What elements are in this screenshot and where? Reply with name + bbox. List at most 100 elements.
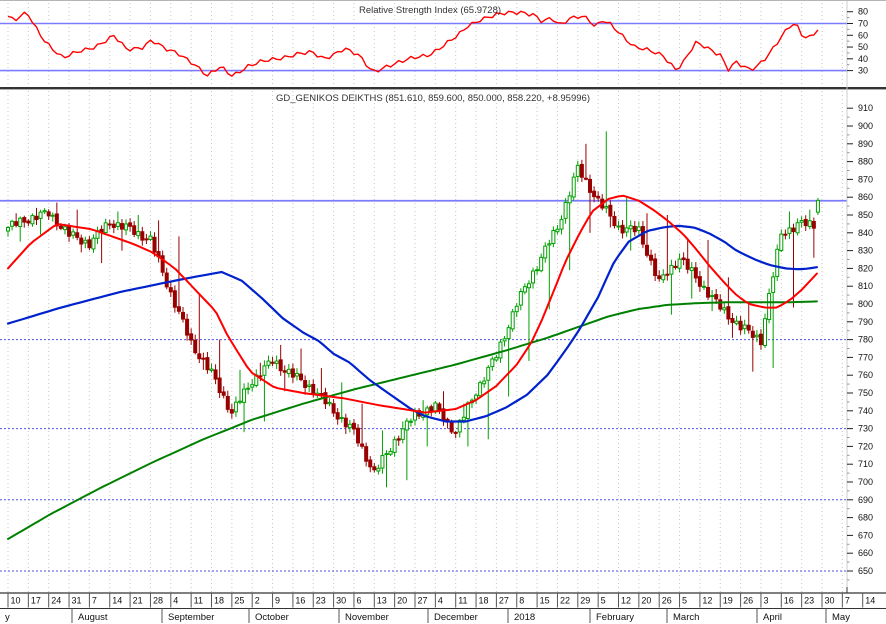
rsi-pane-title: Relative Strength Index (65.9728) bbox=[358, 5, 502, 16]
x-axis-week-label: 26 bbox=[662, 596, 672, 606]
x-axis-month-label: December bbox=[434, 612, 478, 623]
x-axis-month-label: August bbox=[78, 612, 108, 623]
x-axis-week-label: 7 bbox=[92, 596, 97, 606]
x-axis-week-label: 30 bbox=[825, 596, 835, 606]
x-axis-week-label: 6 bbox=[356, 596, 361, 606]
y-axis-label: 820 bbox=[858, 263, 873, 273]
price-plot-area[interactable] bbox=[0, 91, 847, 593]
y-axis-label: 30 bbox=[858, 66, 868, 76]
candles bbox=[6, 131, 820, 488]
x-axis-week-label: 13 bbox=[377, 596, 387, 606]
y-axis-label: 710 bbox=[858, 459, 873, 469]
ma-slow-green bbox=[7, 300, 818, 540]
x-axis-month-label: November bbox=[345, 612, 389, 623]
y-axis-label: 730 bbox=[858, 424, 873, 434]
date-axis: 10 17 24 31 7 14 21 28 4 11 18 25 2 9 16 23 30 6 13 20 27 4 11… bbox=[0, 592, 886, 623]
x-axis-week-label: 5 bbox=[682, 596, 687, 606]
x-axis-week-label: 31 bbox=[72, 596, 82, 606]
x-axis-week-label: 3 bbox=[763, 596, 768, 606]
right-axis: 650 660 670 680 690 700 710 720 730 740 750 760 770 7… bbox=[846, 1, 873, 593]
x-axis-week-label: 20 bbox=[397, 596, 407, 606]
y-axis-label: 660 bbox=[858, 548, 873, 558]
y-axis-label: 770 bbox=[858, 352, 873, 362]
y-axis-label: 750 bbox=[858, 388, 873, 398]
x-axis-week-label: 22 bbox=[560, 596, 570, 606]
y-axis-label: 880 bbox=[858, 157, 873, 167]
x-axis-week-label: 30 bbox=[336, 596, 346, 606]
y-axis-label: 700 bbox=[858, 477, 873, 487]
x-axis-week-label: 20 bbox=[641, 596, 651, 606]
pane-separator bbox=[0, 87, 886, 90]
y-axis-label: 70 bbox=[858, 19, 868, 29]
x-axis-week-label: 17 bbox=[31, 596, 41, 606]
x-axis-week-label: 11 bbox=[458, 596, 467, 606]
x-axis-week-label: 19 bbox=[723, 596, 733, 606]
y-axis-label: 790 bbox=[858, 317, 873, 327]
x-axis-month-label: March bbox=[673, 612, 699, 623]
rsi-pane bbox=[0, 10, 847, 77]
x-axis-month-label: April bbox=[763, 612, 782, 623]
x-axis-week-label: 18 bbox=[214, 596, 224, 606]
y-axis-label: 830 bbox=[858, 246, 873, 256]
y-axis-label: 800 bbox=[858, 299, 873, 309]
x-axis-month-label: October bbox=[255, 612, 289, 623]
x-axis-month-label: y bbox=[5, 612, 10, 623]
x-axis-week-label: 8 bbox=[519, 596, 524, 606]
y-axis-label: 910 bbox=[858, 103, 873, 113]
y-axis-label: 650 bbox=[858, 566, 873, 576]
y-axis-label: 900 bbox=[858, 121, 873, 131]
x-axis-week-label: 2 bbox=[255, 596, 260, 606]
y-axis-label: 860 bbox=[858, 192, 873, 202]
ma-fast-red bbox=[7, 194, 818, 414]
axis-corner bbox=[846, 587, 854, 594]
x-axis-week-label: 27 bbox=[418, 596, 428, 606]
x-axis-week-label: 16 bbox=[295, 596, 305, 606]
y-axis-label: 690 bbox=[858, 495, 873, 505]
x-axis-week-label: 9 bbox=[275, 596, 280, 606]
x-axis-week-label: 15 bbox=[540, 596, 550, 606]
y-axis-label: 850 bbox=[858, 210, 873, 220]
rsi-plot-area[interactable] bbox=[0, 3, 847, 86]
x-axis-month-label: 2018 bbox=[514, 612, 535, 623]
x-axis-month-label: February bbox=[596, 612, 634, 623]
x-axis-week-label: 14 bbox=[865, 596, 875, 606]
x-axis-month-label: September bbox=[168, 612, 214, 623]
x-axis-week-label: 18 bbox=[479, 596, 489, 606]
x-axis-week-label: 10 bbox=[11, 596, 21, 606]
y-axis-label: 760 bbox=[858, 370, 873, 380]
x-axis-week-label: 16 bbox=[784, 596, 794, 606]
x-axis-week-label: 5 bbox=[601, 596, 606, 606]
y-axis-label: 40 bbox=[858, 54, 868, 64]
y-axis-label: 870 bbox=[858, 174, 873, 184]
price-pane-title: GD_GENIKOS DEIKTHS (851.610, 859.600, 85… bbox=[276, 93, 590, 104]
x-axis-week-label: 24 bbox=[51, 596, 61, 606]
y-axis-label: 670 bbox=[858, 530, 873, 540]
x-axis-week-label: 29 bbox=[580, 596, 590, 606]
y-axis-label: 60 bbox=[858, 30, 868, 40]
x-axis-week-label: 4 bbox=[438, 596, 443, 606]
x-axis-week-label: 23 bbox=[804, 596, 814, 606]
y-axis-label: 810 bbox=[858, 281, 873, 291]
y-axis-label: 720 bbox=[858, 441, 873, 451]
y-axis-label: 80 bbox=[858, 7, 868, 17]
x-axis-week-label: 4 bbox=[173, 596, 178, 606]
price-levels bbox=[0, 199, 847, 572]
x-axis-week-label: 7 bbox=[845, 596, 850, 606]
y-axis-label: 780 bbox=[858, 335, 873, 345]
y-axis-label: 890 bbox=[858, 139, 873, 149]
x-axis-week-label: 25 bbox=[234, 596, 244, 606]
y-axis-label: 740 bbox=[858, 406, 873, 416]
y-axis-label: 680 bbox=[858, 513, 873, 523]
x-axis-week-label: 12 bbox=[702, 596, 712, 606]
x-axis-week-label: 21 bbox=[133, 596, 143, 606]
x-axis-week-label: 27 bbox=[499, 596, 509, 606]
rsi-line bbox=[7, 10, 819, 77]
x-axis-week-label: 14 bbox=[112, 596, 122, 606]
x-axis-week-label: 23 bbox=[316, 596, 326, 606]
x-axis-week-label: 28 bbox=[153, 596, 163, 606]
x-axis-week-label: 11 bbox=[194, 596, 203, 606]
y-axis-label: 50 bbox=[858, 42, 868, 52]
x-axis-week-label: 26 bbox=[743, 596, 753, 606]
